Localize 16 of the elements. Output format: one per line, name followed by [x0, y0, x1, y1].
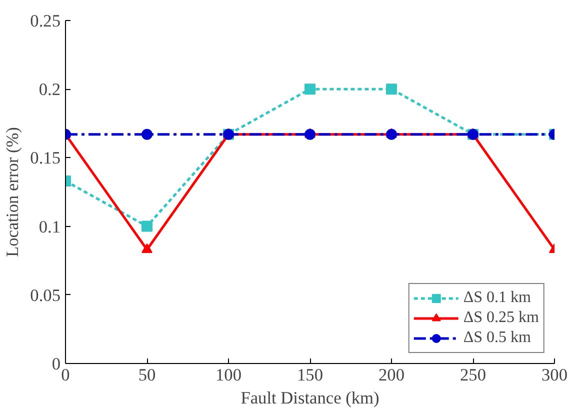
- y-tick-label: 0.05: [30, 286, 61, 305]
- legend-label: ΔS 0.5 km: [463, 329, 531, 347]
- y-tick-label: 0.2: [38, 80, 61, 100]
- x-tick-label: 150: [297, 366, 324, 384]
- x-tick-label: 100: [216, 366, 242, 384]
- x-axis-title: Fault Distance (km): [240, 388, 380, 408]
- y-tick-label: 0.1: [38, 217, 61, 236]
- x-tick-label: 200: [378, 366, 405, 384]
- x-tick-label: 250: [460, 366, 486, 384]
- y-tick-label: 0.25: [30, 12, 61, 30]
- y-tick-label: 0.15: [30, 148, 61, 168]
- y-axis-title: Location error (%): [3, 126, 22, 257]
- legend-label: ΔS 0.25 km: [463, 309, 539, 327]
- x-tick-label: 300: [542, 366, 568, 384]
- x-tick-label: 50: [138, 366, 156, 384]
- legend-label: ΔS 0.1 km: [463, 289, 531, 307]
